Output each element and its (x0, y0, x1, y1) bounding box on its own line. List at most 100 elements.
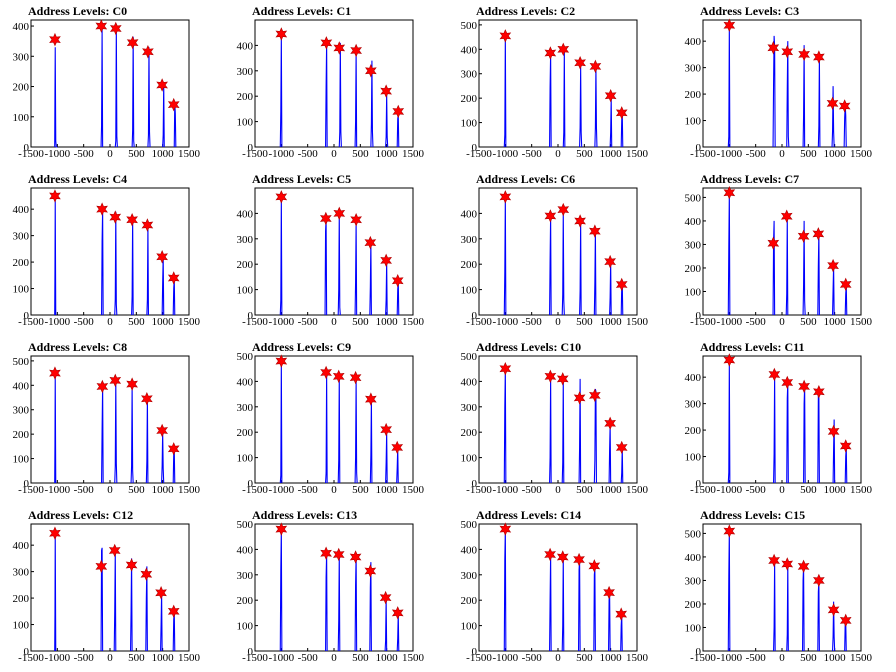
peak-marker (349, 550, 362, 564)
peak-marker (350, 213, 362, 227)
series-line (832, 601, 836, 652)
x-tick-label: 500 (352, 484, 369, 496)
series-line (561, 210, 565, 316)
peak-marker (723, 185, 736, 200)
y-tick-label: 500 (237, 519, 254, 531)
x-tick-label: 1000 (600, 652, 623, 664)
chart-title: Address Levels: C14 (476, 508, 581, 522)
x-tick-label: 0 (779, 652, 785, 664)
plot-frame (254, 187, 414, 316)
y-tick-label: 500 (461, 519, 478, 531)
y-tick-label: 100 (13, 454, 30, 466)
series-line (370, 60, 374, 148)
series-line (817, 232, 820, 316)
y-tick-label: 100 (13, 620, 30, 632)
x-tick-label: -1500 (242, 316, 268, 328)
x-tick-label: 0 (779, 484, 785, 496)
y-tick-label: 0 (696, 478, 702, 490)
y-tick-label: 400 (461, 208, 478, 220)
plot-frame (702, 523, 862, 652)
chart-title: Address Levels: C7 (700, 172, 799, 186)
x-tick-label: 1500 (626, 148, 649, 160)
series-line (561, 378, 565, 484)
peak-marker (109, 210, 122, 224)
chart-svg: Address Levels: C15 -1500 -1000 -500 0 500 100… (685, 508, 873, 664)
peak-marker (167, 271, 180, 285)
series-line (354, 378, 358, 484)
x-tick-label: -500 (298, 148, 319, 160)
x-tick-label: -1000 (492, 484, 518, 496)
series-line (561, 557, 565, 652)
y-tick-label: 0 (696, 646, 702, 658)
x-tick-label: 1500 (850, 148, 873, 160)
x-tick-label: -1000 (268, 148, 294, 160)
x-tick-label: -500 (746, 148, 767, 160)
y-tick-label: 100 (685, 622, 702, 634)
peak-marker (499, 190, 512, 204)
series-line (337, 376, 341, 484)
peak-marker (615, 106, 628, 120)
y-tick-label: 300 (237, 66, 254, 78)
x-tick-label: 0 (107, 484, 113, 496)
y-tick-label: 300 (13, 405, 30, 417)
peak-marker (826, 96, 839, 111)
series-line (608, 424, 612, 484)
chart-svg: Address Levels: C9-1500 -1000 -500 0 500 1000… (237, 340, 425, 496)
y-tick-label: 300 (461, 570, 478, 582)
peak-marker (365, 64, 377, 78)
plot-frame (254, 355, 414, 484)
x-tick-label: -500 (298, 652, 319, 664)
series-line (503, 529, 507, 652)
peak-marker (797, 559, 810, 574)
chart-panel-12: Address Levels: C12 -1500 -1000 -500 0 500 100… (0, 504, 224, 672)
chart-panel-6: Address Levels: C6 -1500 -1000 -500 0 500 1000… (448, 168, 672, 336)
x-tick-label: 0 (331, 484, 337, 496)
peak-marker (96, 202, 108, 216)
chart-panel-13: Address Levels: C13 -1500 -1000 -500 0 500 100… (224, 504, 448, 672)
series-line (396, 113, 400, 148)
x-tick-label: 1000 (824, 316, 847, 328)
series-line (832, 265, 835, 316)
series-line (772, 35, 776, 148)
y-tick-label: 0 (24, 142, 30, 154)
peak-marker (108, 543, 121, 558)
y-tick-label: 400 (13, 21, 30, 33)
x-tick-label: 0 (779, 148, 785, 160)
series-line (773, 561, 776, 652)
peak-marker (391, 606, 404, 620)
chart-panel-3: Address Levels: C3 -1500 -1000 -500 0 500 1000… (672, 0, 896, 168)
peak-marker (349, 370, 362, 385)
x-tick-label: 1500 (626, 484, 649, 496)
y-tick-label: 100 (237, 453, 254, 465)
x-tick-label: -1500 (466, 652, 492, 664)
chart-title: Address Levels: C1 (252, 4, 351, 18)
x-tick-label: -1500 (242, 652, 268, 664)
series-line (113, 550, 117, 652)
peak-marker (544, 547, 556, 562)
y-tick-label: 200 (685, 599, 702, 611)
x-tick-label: 1500 (626, 652, 649, 664)
chart-title: Address Levels: C12 (28, 508, 133, 522)
x-tick-label: 500 (576, 652, 593, 664)
x-tick-label: -500 (746, 652, 767, 664)
x-tick-label: 1000 (152, 316, 175, 328)
x-tick-label: -1500 (18, 316, 44, 328)
x-tick-label: -1000 (268, 316, 294, 328)
x-tick-label: 0 (331, 316, 337, 328)
chart-svg: Address Levels: C0-1500 -1000 -500 0 500 1000… (13, 4, 201, 160)
series-line (101, 209, 104, 316)
series-line (801, 566, 805, 652)
series-line (727, 25, 731, 148)
peak-marker (767, 41, 780, 55)
peak-marker (838, 99, 851, 113)
peak-marker (781, 557, 794, 571)
y-tick-label: 300 (13, 51, 30, 63)
y-tick-label: 100 (461, 453, 478, 465)
y-tick-label: 400 (13, 380, 30, 392)
x-tick-label: -1000 (716, 652, 742, 664)
peak-marker (380, 84, 392, 98)
peak-marker (781, 375, 794, 390)
x-tick-label: 500 (352, 316, 369, 328)
x-tick-label: -1500 (690, 484, 716, 496)
